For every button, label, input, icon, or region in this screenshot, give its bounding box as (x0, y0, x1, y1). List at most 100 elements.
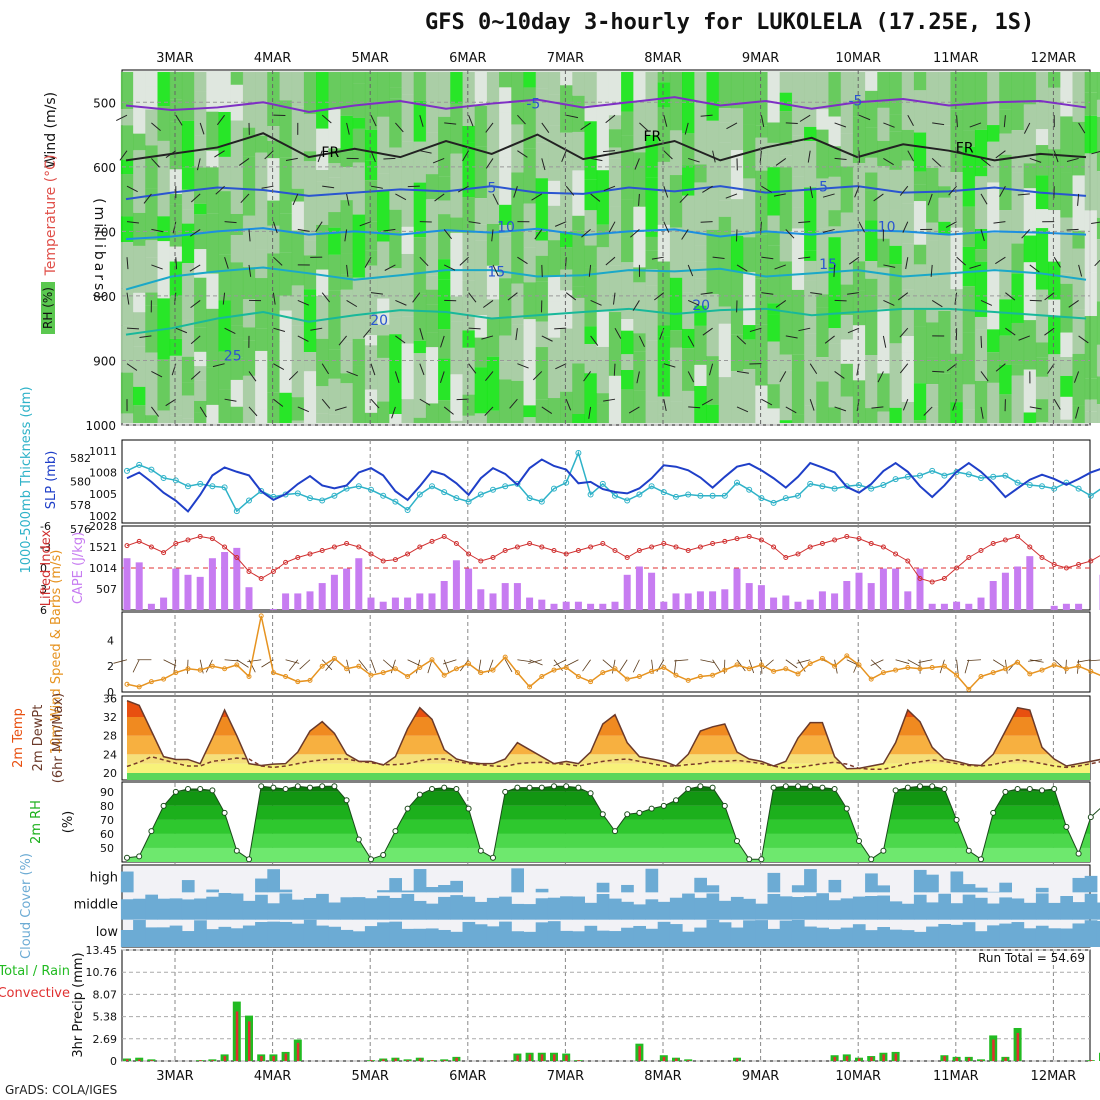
wind-barb (432, 157, 445, 164)
rh-cell (181, 223, 195, 264)
wind10-point (966, 686, 972, 692)
rh-cell (669, 175, 683, 228)
wind-barb (995, 256, 1006, 265)
rh-cell (901, 243, 915, 290)
cloud-cell (499, 921, 512, 947)
convective-label: Convective (0, 986, 70, 1001)
rh-cell (828, 343, 842, 408)
wind-barb (969, 122, 982, 128)
wind10-point (380, 670, 386, 676)
cloud-cell (255, 894, 268, 920)
wind10-point (331, 655, 337, 661)
rh-cell (279, 100, 293, 141)
wind10-barb (918, 659, 933, 663)
rh-cell (706, 404, 720, 423)
wind-barb (809, 186, 814, 199)
rh-cell (816, 381, 829, 423)
rh-cell (267, 72, 280, 127)
wind-barb (663, 115, 668, 127)
thickness-point (441, 489, 448, 496)
wind-barb (190, 193, 201, 203)
wind-barb (749, 327, 762, 333)
rh-cell (755, 154, 768, 171)
rh-cell (242, 215, 256, 231)
panel-frame-wind (121, 611, 1091, 693)
rh-cell (377, 190, 390, 242)
rh-point (1002, 788, 1009, 795)
cloud-cell (377, 922, 390, 947)
rh-cell (206, 213, 219, 274)
wind-barb (590, 335, 599, 346)
thickness-point (538, 498, 545, 505)
temperature-label: Temperature (°C) (43, 155, 59, 277)
page-title: GFS 0~10day 3-hourly for LUKOLELA (17.25… (425, 10, 1035, 35)
wind-barb (883, 157, 894, 166)
cape-bar (867, 583, 875, 610)
rh-cell (1048, 261, 1061, 300)
rh-point (1075, 850, 1082, 857)
rh-cell (987, 125, 1000, 142)
wind-barb (310, 327, 323, 331)
precip-convective-bar (638, 1046, 641, 1061)
rh-cell (486, 135, 500, 191)
rh-cell (1035, 129, 1049, 146)
wind10-barb (964, 659, 970, 674)
thickness-point (502, 483, 509, 490)
wind10-barb (870, 659, 884, 666)
wind10-point (917, 666, 923, 672)
wind10-barb (602, 659, 614, 670)
cape-bar (452, 560, 460, 610)
rh-cell (560, 132, 573, 194)
rh-cell (657, 72, 671, 83)
thickness-tick: 578 (70, 499, 91, 512)
lifted-index-point (283, 559, 289, 565)
wind-barb (930, 264, 933, 277)
wind-barb (663, 186, 669, 198)
rh-cell (438, 176, 451, 201)
wind-barb (1017, 193, 1030, 196)
panel-frame-prec (121, 949, 1091, 1062)
rh-point (965, 847, 972, 854)
rh-cell (1060, 396, 1073, 420)
thickness-point (526, 495, 533, 502)
wind10-point (990, 670, 996, 676)
rh-cell (840, 212, 854, 271)
wind10-point (307, 677, 313, 683)
rh-point (355, 836, 362, 843)
rh-cell (596, 72, 610, 114)
rh-cell (547, 72, 561, 95)
rh-cell (255, 104, 268, 136)
rh-cell (682, 72, 695, 134)
wind10-barb (907, 659, 921, 667)
rh-point (538, 784, 545, 791)
rh-cell (608, 129, 622, 148)
rh-cell (694, 182, 707, 246)
precip-convective-bar (1004, 1057, 1007, 1061)
cloud-cell (133, 898, 146, 920)
wind-barb (1029, 264, 1040, 273)
rh-cell (181, 189, 195, 210)
cloud-cell (120, 929, 134, 947)
lifted-index-point (880, 544, 886, 550)
wind10-point (258, 613, 264, 619)
wind-barb (602, 150, 616, 153)
wind-barb (468, 363, 477, 374)
wind-barb (980, 335, 983, 348)
thickness-point (197, 480, 204, 487)
rh-cell (572, 230, 585, 287)
lifted-index-point (575, 548, 581, 553)
precip-tick: 0 (110, 1055, 117, 1068)
wind-barb (773, 193, 786, 197)
thickness-point (355, 483, 362, 490)
rh-cell (230, 325, 244, 338)
wind-barb (1003, 115, 1006, 128)
cloud-cell (572, 896, 585, 920)
rh-cell (425, 199, 439, 228)
upper-air-panel: -5-5FRFRFR5510101515202025 (116, 71, 1100, 426)
rh-cell (730, 235, 744, 272)
thickness-point (563, 479, 570, 486)
rh-point (172, 788, 179, 795)
rh-cell (279, 140, 293, 158)
rh-tick: 70 (100, 814, 114, 827)
cloud-cell (194, 920, 207, 947)
